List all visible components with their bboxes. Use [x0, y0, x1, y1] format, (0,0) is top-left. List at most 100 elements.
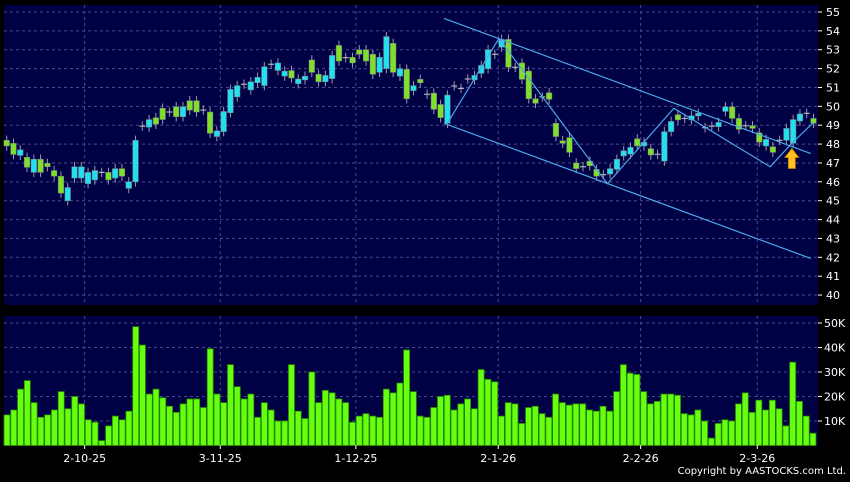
price-tick-label: 54	[826, 25, 840, 38]
volume-bar	[762, 409, 769, 446]
price-tick-label: 51	[826, 81, 840, 94]
price-tick-label: 53	[826, 44, 840, 57]
volume-bar	[511, 403, 519, 446]
candle-up	[91, 170, 98, 181]
volume-bar	[10, 409, 18, 446]
volume-bar	[132, 326, 140, 446]
volume-bar	[430, 407, 438, 446]
volume-bar	[200, 407, 207, 446]
candle-down	[749, 125, 756, 129]
candle-up	[485, 49, 492, 69]
volume-bar	[728, 420, 736, 446]
candle-down	[403, 69, 410, 100]
volume-bar	[708, 437, 715, 446]
volume-bar	[667, 393, 675, 446]
volume-bar	[660, 393, 668, 446]
candlesticks	[3, 31, 817, 206]
candle-down	[505, 39, 512, 68]
volume-bar	[409, 391, 417, 446]
time-tick-label: 3-11-25	[199, 452, 242, 465]
volume-bar	[775, 408, 783, 446]
candle-down	[647, 148, 654, 156]
volume-bar	[443, 394, 451, 446]
candle-up	[213, 130, 220, 137]
volume-bar	[450, 409, 458, 446]
candle-down	[186, 100, 193, 111]
volume-tick-label: 30K	[824, 366, 846, 379]
volume-bar	[51, 409, 58, 446]
time-tick-label: 1-12-25	[334, 452, 377, 465]
volume-bar	[220, 402, 228, 446]
candle-up	[661, 131, 668, 162]
volume-bar	[531, 405, 539, 446]
volume-bar	[193, 398, 201, 446]
price-panel	[4, 5, 818, 305]
volume-bar	[782, 425, 790, 446]
volume-bar	[37, 416, 45, 446]
volume-bar	[179, 403, 187, 446]
volume-bar	[23, 380, 31, 446]
price-tick-label: 49	[826, 119, 840, 132]
volume-bar	[145, 393, 153, 446]
volume-bar	[369, 415, 377, 446]
candle-down	[390, 43, 397, 73]
candle-down	[51, 170, 58, 177]
volume-bar	[491, 381, 499, 446]
candle-down	[729, 106, 736, 119]
candle-down	[362, 49, 370, 62]
volume-bar	[647, 403, 654, 446]
volume-bar	[416, 415, 424, 446]
candle-up	[125, 181, 132, 189]
candle-up	[247, 81, 254, 91]
volume-bar	[714, 423, 722, 446]
volume-bar	[159, 397, 167, 446]
candle-up	[478, 65, 485, 74]
volume-bar	[152, 388, 160, 446]
candle-up	[620, 150, 627, 157]
volume-bar	[139, 344, 146, 446]
price-tick-label: 50	[826, 100, 840, 113]
volume-bar	[653, 400, 661, 446]
volume-bar	[3, 414, 11, 446]
candle-down	[23, 157, 31, 168]
volume-bar	[274, 420, 282, 446]
volume-tick-label: 20K	[824, 391, 846, 404]
volume-bar	[619, 364, 627, 446]
volume-bar	[558, 402, 566, 446]
candle-down	[37, 158, 44, 173]
candle-down	[566, 137, 573, 153]
price-tick-label: 42	[826, 251, 840, 264]
volume-bar	[403, 349, 411, 446]
candle-down	[57, 175, 64, 194]
candle-down	[369, 54, 376, 75]
volume-bar	[464, 398, 471, 446]
volume-tick-label: 40K	[824, 342, 846, 355]
volume-bar	[308, 371, 316, 446]
volume-bar	[71, 396, 79, 446]
volume-bar	[613, 391, 620, 446]
volume-bar	[233, 386, 241, 446]
volume-bar	[680, 413, 688, 446]
price-tick-label: 47	[826, 157, 840, 170]
candle-up	[301, 75, 309, 81]
candle-down	[335, 45, 342, 62]
candle-up	[396, 68, 403, 77]
grid	[4, 5, 818, 445]
candle-down	[152, 117, 159, 125]
volume-bar	[91, 421, 99, 446]
candle-up	[329, 55, 336, 79]
candle-up	[763, 139, 770, 147]
volume-tick-label: 10K	[824, 415, 846, 428]
candle-up	[227, 89, 234, 114]
volume-bar	[227, 364, 234, 446]
volume-bar	[382, 388, 390, 446]
volume-bar	[389, 392, 397, 446]
volume-bar	[44, 414, 52, 446]
candle-up	[695, 113, 702, 117]
volume-bar	[206, 348, 214, 446]
volume-bar	[64, 408, 72, 446]
copyright-text: Copyright by AASTOCKS.com Ltd.	[678, 466, 846, 477]
volume-bar	[376, 416, 383, 446]
candle-up	[376, 57, 383, 73]
